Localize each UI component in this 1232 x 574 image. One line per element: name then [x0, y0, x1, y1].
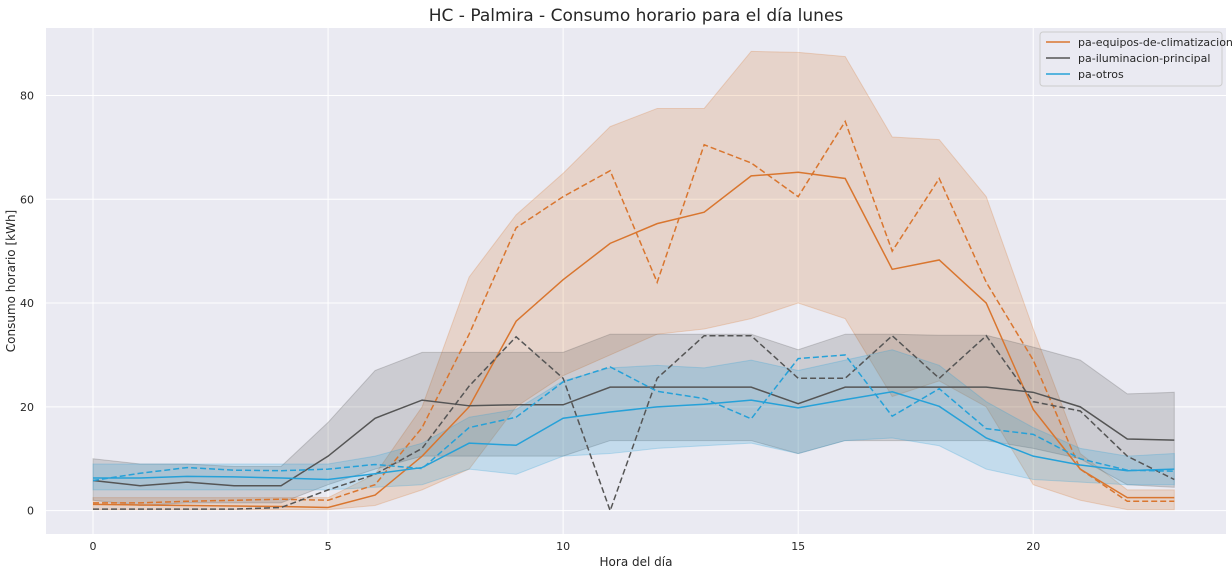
- dashed-line-pa-otros: [92, 354, 1175, 482]
- x-axis-label: Hora del día: [600, 555, 673, 569]
- y-axis-label: Consumo horario [kWh]: [4, 210, 18, 352]
- chart-title: HC - Palmira - Consumo horario para el d…: [429, 6, 844, 26]
- series-lines: [92, 119, 1175, 513]
- legend-frame: [1039, 31, 1223, 87]
- y-tick-label: 60: [20, 193, 34, 206]
- legend-entry-label: pa-iluminacion-principal: [1078, 52, 1210, 65]
- x-tick-label: 5: [325, 540, 332, 553]
- x-tick-label: 0: [90, 540, 97, 553]
- legend-entry-label: pa-otros: [1078, 68, 1124, 81]
- band-pa-otros: [92, 349, 1175, 491]
- y-tick-label: 20: [20, 401, 34, 414]
- line-pa-iluminacion-principal: [92, 386, 1175, 487]
- dashed-line-pa-equipos-de-climatizacion: [93, 119, 1175, 504]
- y-tick-label: 80: [20, 89, 34, 102]
- line-pa-equipos-de-climatizacion: [93, 171, 1175, 509]
- y-tick-label: 40: [20, 297, 34, 310]
- legend-entry-label: pa-equipos-de-climatizacion: [1078, 36, 1232, 49]
- tick-labels: 0 5 10 15 20 0 20 40 60 80: [20, 89, 1040, 553]
- dashed-line-pa-iluminacion-principal: [93, 334, 1175, 513]
- confidence-bands: [92, 50, 1175, 511]
- x-tick-label: 10: [556, 540, 570, 553]
- plot-area: [46, 28, 1226, 534]
- y-tick-label: 0: [27, 505, 34, 518]
- legend: pa-equipos-de-climatizacion pa-iluminacio…: [1039, 31, 1232, 87]
- line-pa-otros: [93, 391, 1175, 481]
- band-pa-equipos-de-climatizacion: [92, 50, 1175, 511]
- x-tick-label: 15: [791, 540, 805, 553]
- grid-lines: [46, 28, 1226, 534]
- x-tick-label: 20: [1026, 540, 1040, 553]
